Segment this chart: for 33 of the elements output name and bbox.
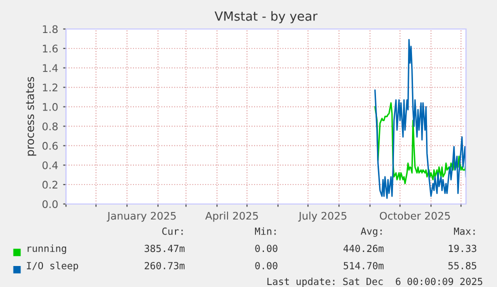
line-series bbox=[374, 39, 466, 199]
y-tick-label: 1.2 bbox=[42, 84, 58, 92]
y-tick-label: 1.8 bbox=[42, 25, 58, 34]
x-tick-label: October 2025 bbox=[380, 212, 450, 220]
text: 55.85 bbox=[448, 262, 476, 270]
chart-title: VMstat - by year bbox=[214, 11, 318, 24]
x-tick-label: January 2025 bbox=[106, 212, 176, 222]
line-series bbox=[374, 102, 466, 184]
y-axis-title: process states bbox=[26, 76, 36, 156]
x-tick-label: April 2025 bbox=[205, 212, 258, 222]
text: 260.73m bbox=[144, 262, 185, 270]
text: 514.70m bbox=[344, 262, 384, 270]
y-tick-label: 0.0 bbox=[42, 200, 58, 208]
text: Cur: bbox=[162, 228, 183, 235]
y-tick-label: 0.2 bbox=[42, 180, 58, 189]
text: Avg: bbox=[360, 228, 382, 237]
legend-label: running bbox=[28, 244, 66, 254]
y-tick-label: 0.8 bbox=[42, 122, 58, 130]
text: 440.26m bbox=[344, 244, 384, 252]
x-tick-label: July 2025 bbox=[298, 212, 346, 222]
y-tick-label: 0.6 bbox=[42, 142, 58, 150]
text: 0.00 bbox=[255, 244, 278, 252]
y-tick-label: 1.6 bbox=[42, 44, 58, 53]
legend-label: I/O sleep bbox=[26, 262, 78, 272]
text: Min: bbox=[254, 227, 276, 235]
text: 19.33 bbox=[448, 244, 476, 252]
y-tick-label: 1.0 bbox=[42, 103, 58, 111]
text: 385.47m bbox=[144, 244, 185, 252]
text: Max: bbox=[454, 228, 475, 235]
y-tick-label: 1.4 bbox=[42, 64, 58, 72]
y-tick-label: 0.4 bbox=[42, 161, 58, 170]
text: 0.00 bbox=[255, 262, 278, 270]
text: Last update: Sat Dec 6 00:00:09 2025 bbox=[267, 278, 482, 287]
